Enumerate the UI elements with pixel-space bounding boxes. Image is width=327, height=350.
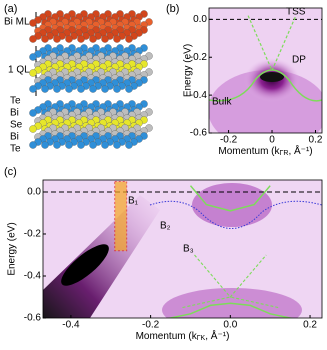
y-tick-label: -0.6: [24, 313, 42, 324]
stack-label: Se: [10, 120, 23, 131]
atom: [65, 85, 73, 93]
x-axis-label: Momentum (kΓR, Å⁻¹): [218, 144, 312, 157]
atom: [29, 109, 37, 117]
stack-label: Te: [10, 144, 21, 155]
atom: [77, 85, 85, 93]
x-axis-label-part: Momentum (k: [218, 146, 280, 157]
intensity: [61, 244, 109, 286]
atom: [29, 141, 37, 149]
x-axis-label-part: Momentum (k: [136, 331, 198, 342]
y-tick-label: -0.4: [24, 271, 42, 282]
atom: [89, 35, 97, 43]
atom: [29, 53, 37, 61]
image-c: [43, 180, 322, 318]
panel-label: (c): [4, 166, 17, 178]
atom: [65, 141, 73, 149]
annotation: B₂: [160, 221, 171, 232]
atom: [29, 125, 37, 133]
atom: [29, 69, 37, 77]
image-b: [209, 8, 322, 133]
stack-label: Bi: [10, 108, 19, 119]
annotation: TSS: [286, 7, 306, 18]
highlight: [114, 180, 128, 252]
y-tick-label: -0.4: [190, 90, 208, 101]
x-tick-label: -0.2: [142, 320, 160, 331]
bulk-curve: [209, 69, 322, 102]
atom: [101, 35, 109, 43]
atom: [53, 141, 61, 149]
atom: [53, 35, 61, 43]
stack-label: Bi: [10, 132, 19, 143]
plot-frame: [208, 7, 323, 134]
atom: [101, 141, 109, 149]
atom: [125, 141, 133, 149]
x-tick-label: 0.2: [309, 135, 323, 146]
panel-c: (c) -0.4 -0.2 0.0 0.2 0.0 -0.2 -0.4 -0.6 Energy (…: [4, 166, 323, 342]
x-axis-label-part: ΓR: [280, 150, 289, 157]
atom: [89, 141, 97, 149]
y-tick-label: -0.2: [24, 229, 42, 240]
layer-label: 1 QL: [8, 65, 30, 76]
x-tick-label: 0.2: [303, 320, 317, 331]
layer-label: Bi ML: [4, 17, 30, 28]
atom: [125, 35, 133, 43]
y-tick-label: 0.0: [27, 187, 41, 198]
annotation: B₁: [128, 196, 139, 207]
atom: [29, 19, 37, 27]
atom: [101, 85, 109, 93]
intensity: [260, 72, 284, 82]
plot-frame: [42, 179, 323, 319]
bulk-vb: [166, 302, 294, 318]
atom: [65, 35, 73, 43]
atom: [113, 85, 121, 93]
y-tick-label: -0.6: [190, 128, 208, 139]
atom: [29, 35, 37, 43]
y-axis-label: Energy (eV): [7, 222, 18, 275]
intensity: [192, 183, 272, 227]
x-axis-label: Momentum (kΓK, Å⁻¹): [136, 329, 230, 342]
annotation: DP: [292, 55, 306, 66]
bulk-cb: [189, 185, 271, 212]
panel-label: (b): [166, 3, 179, 15]
atom: [125, 85, 133, 93]
atom: [77, 35, 85, 43]
atom: [113, 35, 121, 43]
annotation: B₃: [183, 244, 194, 255]
x-tick-label: 0.0: [223, 320, 237, 331]
atom: [89, 85, 97, 93]
atom: [29, 85, 37, 93]
panel-b: (b) -0.2 0 0.2 0.0 -0.2 -0.4 -0.6 Energy (eV) Mom…: [166, 3, 323, 157]
x-axis-label-part: ΓK: [197, 335, 206, 342]
x-tick-label: 0: [269, 135, 275, 146]
band-b2: [149, 200, 322, 229]
stack-label: Te: [10, 96, 21, 107]
band-b3: [182, 254, 279, 309]
y-axis-label: Energy (eV): [183, 44, 194, 97]
panel-label: (a): [4, 3, 17, 15]
annotation: Bulk: [212, 97, 232, 108]
atom: [77, 141, 85, 149]
y-tick-label: -0.2: [190, 52, 208, 63]
x-tick-label: -0.4: [62, 320, 80, 331]
y-tick-label: 0.0: [193, 14, 207, 25]
x-tick-label: -0.2: [220, 135, 238, 146]
atom: [41, 35, 49, 43]
atom: [113, 141, 121, 149]
x-axis-label-part: , Å⁻¹): [288, 144, 312, 157]
atom: [53, 85, 61, 93]
x-axis-label-part: , Å⁻¹): [205, 329, 229, 342]
atom: [41, 141, 49, 149]
atom: [41, 85, 49, 93]
